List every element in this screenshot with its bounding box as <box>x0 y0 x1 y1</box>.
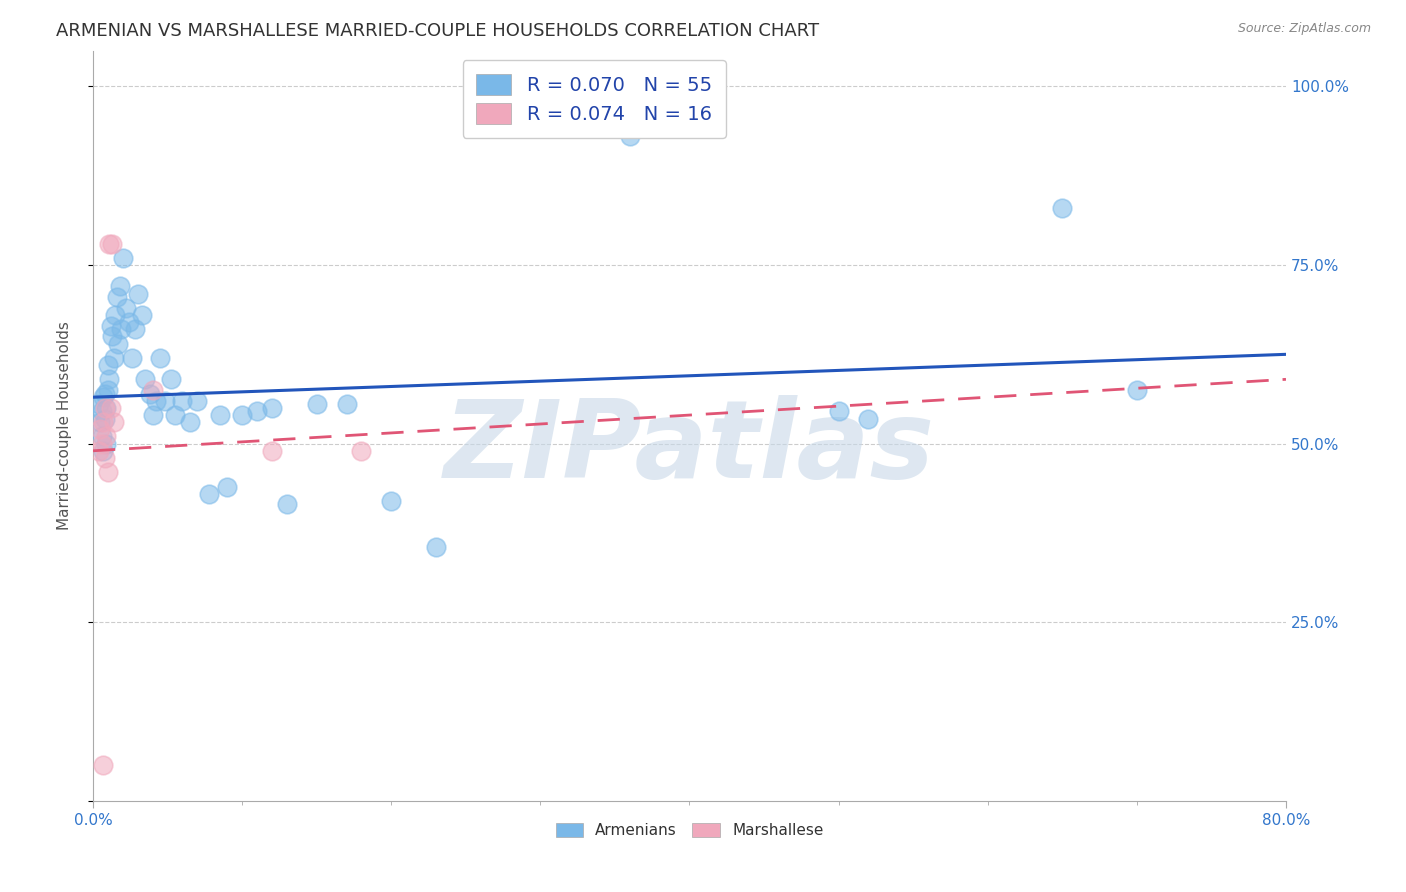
Point <box>89 415 111 429</box>
Point <box>97 383 120 397</box>
Point <box>91 404 114 418</box>
Point <box>108 279 131 293</box>
Point <box>96 436 118 450</box>
Point <box>101 236 124 251</box>
Point <box>231 408 253 422</box>
Point <box>134 372 156 386</box>
Point <box>619 129 641 144</box>
Point <box>91 436 114 450</box>
Text: Source: ZipAtlas.com: Source: ZipAtlas.com <box>1237 22 1371 36</box>
Point <box>350 443 373 458</box>
Point <box>91 429 114 443</box>
Point <box>159 372 181 386</box>
Point <box>217 479 239 493</box>
Point <box>138 386 160 401</box>
Point <box>96 429 118 443</box>
Point <box>98 236 121 251</box>
Point <box>87 397 110 411</box>
Point <box>97 358 120 372</box>
Y-axis label: Married-couple Households: Married-couple Households <box>58 321 72 530</box>
Point <box>858 411 880 425</box>
Point <box>118 315 141 329</box>
Point <box>121 351 143 365</box>
Point <box>163 408 186 422</box>
Point <box>103 415 125 429</box>
Point <box>198 486 221 500</box>
Point <box>110 322 132 336</box>
Point <box>124 322 146 336</box>
Point <box>246 404 269 418</box>
Point <box>93 390 115 404</box>
Point <box>101 329 124 343</box>
Point <box>380 493 402 508</box>
Point <box>104 308 127 322</box>
Point <box>127 286 149 301</box>
Point <box>142 408 165 422</box>
Point <box>89 422 111 436</box>
Point <box>96 401 118 415</box>
Point <box>186 393 208 408</box>
Point <box>827 404 849 418</box>
Point <box>87 443 110 458</box>
Point <box>98 372 121 386</box>
Point <box>105 290 128 304</box>
Point <box>1052 201 1074 215</box>
Point <box>276 497 298 511</box>
Point <box>97 465 120 479</box>
Point <box>425 540 447 554</box>
Point <box>100 401 122 415</box>
Point <box>103 351 125 365</box>
Point <box>111 251 134 265</box>
Point <box>335 397 357 411</box>
Text: ZIPatlas: ZIPatlas <box>444 395 935 501</box>
Point <box>107 336 129 351</box>
Point <box>93 758 115 772</box>
Point <box>172 393 194 408</box>
Point <box>100 318 122 333</box>
Point <box>179 415 201 429</box>
Point <box>93 443 115 458</box>
Legend: Armenians, Marshallese: Armenians, Marshallese <box>548 815 831 846</box>
Point <box>153 393 176 408</box>
Point <box>93 415 115 429</box>
Text: ARMENIAN VS MARSHALLESE MARRIED-COUPLE HOUSEHOLDS CORRELATION CHART: ARMENIAN VS MARSHALLESE MARRIED-COUPLE H… <box>56 22 820 40</box>
Point <box>1126 383 1149 397</box>
Point <box>260 443 283 458</box>
Point <box>208 408 231 422</box>
Point <box>149 351 172 365</box>
Point <box>94 386 117 401</box>
Point <box>114 301 136 315</box>
Point <box>260 401 283 415</box>
Point <box>145 393 167 408</box>
Point <box>94 401 117 415</box>
Point <box>131 308 153 322</box>
Point <box>94 450 117 465</box>
Point <box>142 383 165 397</box>
Point <box>305 397 328 411</box>
Point <box>94 411 117 425</box>
